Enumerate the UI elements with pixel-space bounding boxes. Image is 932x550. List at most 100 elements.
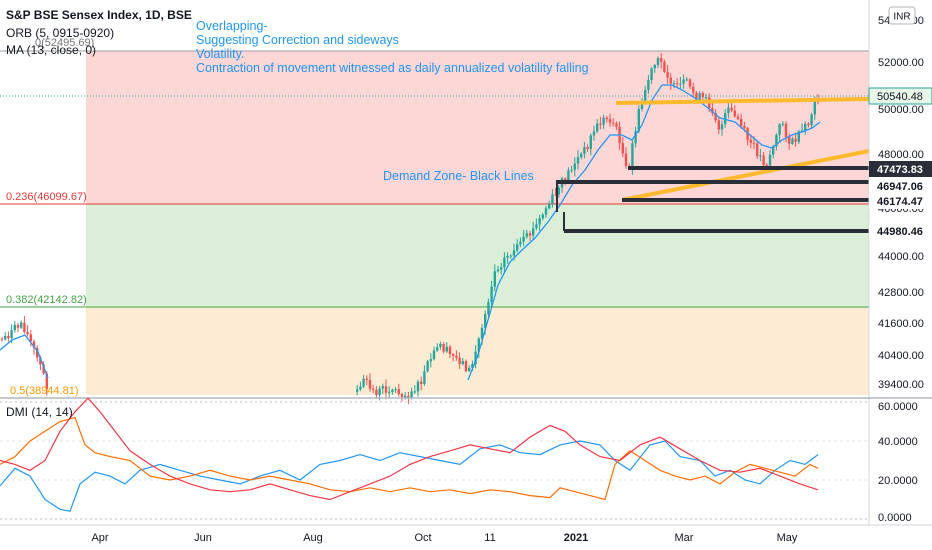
candle-body [781, 123, 784, 125]
annotation-line-4: Contraction of movement witnessed as dai… [196, 61, 589, 75]
candle-body [420, 381, 423, 384]
dmi-legend[interactable]: DMI (14, 14) [6, 405, 73, 419]
candle-body [445, 346, 448, 352]
fib-label-236: 0.236(46099.67) [6, 191, 87, 203]
candle-body [512, 250, 516, 256]
candle-body [400, 393, 404, 399]
candle-body [407, 395, 410, 398]
annotation-line-3: Volatility. [196, 47, 244, 61]
candle-body [576, 157, 580, 164]
candle-body [807, 123, 810, 125]
candle-body [525, 233, 528, 237]
candle-body [720, 124, 724, 130]
candle-body [775, 134, 778, 147]
time-axis-corner [869, 526, 932, 550]
fib-zero-label: 0(52495.69) [35, 37, 95, 49]
time-tick: Mar [675, 532, 694, 544]
candle-body [516, 244, 519, 251]
currency-button[interactable]: INR [888, 6, 916, 25]
candle-body [682, 79, 685, 84]
candle-body [388, 391, 391, 393]
candle-body [356, 389, 359, 392]
candle-body [564, 178, 567, 182]
price-tick: 52000.00 [878, 57, 924, 69]
candle-body [644, 90, 647, 101]
candle-body [717, 120, 720, 130]
candle-body [592, 131, 596, 136]
candle-body [797, 131, 800, 142]
time-tick: Jun [194, 532, 212, 544]
price-tick: 42800.00 [878, 287, 924, 299]
candle-body [695, 92, 698, 101]
time-tick: May [777, 532, 798, 544]
fib-zone-236-382 [86, 204, 869, 307]
candle-body [528, 233, 532, 236]
candle-body [551, 194, 554, 204]
ma-line-segment [467, 84, 821, 381]
candle-body [768, 154, 772, 166]
candle-body [794, 138, 797, 142]
candle-body [26, 331, 29, 335]
candle-body [724, 113, 727, 125]
time-tick: 11 [484, 532, 495, 544]
candle-body [45, 373, 48, 390]
candle-body [503, 257, 506, 268]
candle-body [804, 123, 807, 131]
price-tag-demand-3-text: 46174.47 [877, 196, 923, 208]
candle-body [810, 114, 813, 125]
candle-body [4, 335, 7, 340]
price-tag-demand-2: 46947.06 [869, 178, 932, 194]
candles-group [0, 52, 820, 404]
price-tag-demand-1-text: 47473.83 [877, 164, 923, 176]
time-tick: 2021 [564, 532, 588, 544]
ma-legend[interactable]: MA (13, close, 0) [6, 43, 97, 57]
candle-body [509, 255, 512, 257]
price-tag-demand-2-text: 46947.06 [877, 181, 923, 193]
candle-body [413, 391, 416, 393]
candle-body [621, 143, 624, 154]
candle-body [813, 100, 816, 115]
candle-body [647, 80, 650, 91]
candle-body [541, 214, 544, 219]
candle-body [762, 155, 765, 166]
candle-body [698, 93, 701, 101]
candle-body [458, 357, 461, 365]
candle-body [468, 367, 471, 372]
dmi-tick: 60.0000 [878, 401, 918, 413]
candle-body [679, 83, 682, 85]
currency-label: INR [893, 12, 910, 23]
candle-body [784, 123, 788, 137]
chart-title: S&P BSE Sensex Index, 1D, BSE [6, 8, 192, 22]
price-tick: 41600.00 [878, 318, 924, 330]
orb-legend[interactable]: ORB (5, 0915-0920) [6, 26, 115, 40]
candle-body [394, 389, 397, 391]
candle-body [474, 351, 477, 365]
candle-body [397, 389, 400, 394]
candle-body [548, 203, 551, 209]
di-plus-line [0, 440, 819, 512]
candle-body [653, 65, 656, 69]
candle-body [666, 71, 669, 78]
candle-body [596, 123, 599, 132]
candle-body [522, 236, 525, 242]
price-tag-last-text: 50540.48 [877, 91, 923, 103]
candle-body [500, 267, 503, 270]
resistance-trendline [615, 97, 870, 105]
candle-body [496, 269, 500, 272]
candle-body [688, 79, 692, 87]
candle-body [660, 57, 663, 62]
candle-body [602, 117, 605, 125]
candle-body [429, 359, 432, 362]
candle-body [487, 302, 490, 315]
candle-body [439, 343, 442, 347]
time-axis: Apr Jun Aug Oct 11 2021 Mar May [91, 532, 797, 544]
candle-body [669, 77, 672, 84]
candle-body [490, 286, 493, 303]
candle-body [471, 364, 474, 368]
candle-body [701, 93, 704, 98]
candle-body [372, 388, 375, 390]
adx-line [0, 397, 819, 501]
price-tick: 50000.00 [878, 104, 924, 116]
candle-body [656, 57, 660, 66]
candle-body [448, 346, 452, 355]
